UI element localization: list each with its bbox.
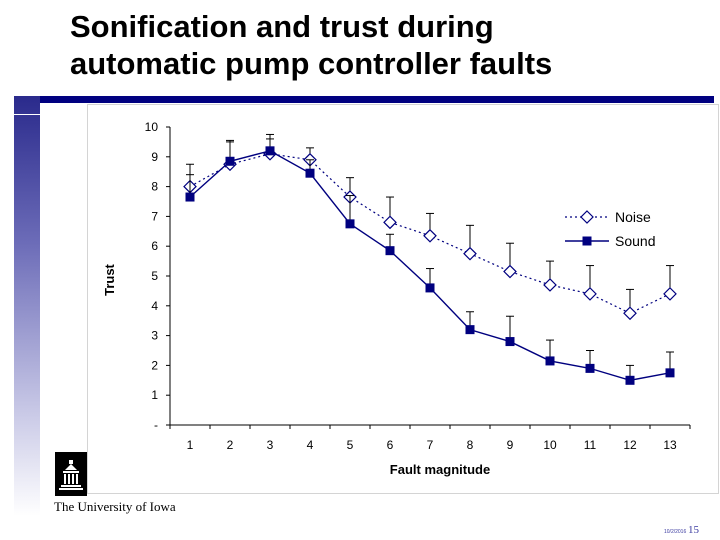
series-line-sound [189,150,671,382]
data-point-noise [423,228,437,243]
y-tick-label: 4 [151,299,158,313]
data-point-noise [543,278,557,292]
data-point-sound [305,168,315,178]
x-tick-label: 11 [584,438,597,452]
side-bar-divider [14,114,40,115]
x-tick-label: 10 [543,438,557,452]
data-point-sound [185,192,195,202]
data-point-noise [463,246,477,261]
data-point-sound [385,246,395,256]
data-point-noise [583,287,597,301]
y-tick-label: 5 [151,269,158,283]
x-tick-label: 8 [467,438,474,452]
slide-title-line-2: automatic pump controller faults [70,46,553,81]
x-tick-label: 5 [347,438,354,452]
data-point-sound [265,146,275,156]
side-gradient-bar [14,96,40,516]
data-point-sound [225,156,235,166]
data-point-sound [345,219,355,229]
data-point-sound [665,368,675,378]
legend-label-sound: Sound [615,233,655,249]
x-tick-label: 6 [387,438,394,452]
data-point-sound [585,363,595,373]
university-building-logo-icon [55,452,87,496]
legend-label-noise: Noise [615,209,651,225]
title-rule [14,96,714,103]
x-axis-label: Fault magnitude [390,462,490,477]
x-tick-label: 2 [227,438,234,452]
slide-date: 10/2/2016 [664,529,687,535]
slide-title: Sonification and trust during automatic … [70,8,710,82]
chart-panel: -1 2 3 4 5 6 7 8 9 10 1 2 3 4 5 6 7 8 9 10 11 12 13 Fault magni… [87,104,719,494]
y-tick-label: 1 [151,388,158,402]
y-tick-label: 3 [151,329,158,343]
y-tick-label: - [154,418,158,432]
data-point-sound [425,283,435,293]
x-tick-label: 7 [427,438,434,452]
legend-marker-sound [582,236,592,246]
data-point-noise [383,215,397,230]
y-tick-label: 8 [151,180,158,194]
data-point-sound [465,325,475,335]
x-tick-label: 12 [623,438,637,452]
x-tick-label: 13 [663,438,677,452]
data-point-noise [503,264,517,279]
data-point-noise [663,287,677,301]
page-number: 15 [688,524,699,536]
data-point-noise [623,306,637,321]
y-axis-label: Trust [102,263,117,295]
x-tick-label: 1 [187,438,194,452]
data-point-sound [545,356,555,366]
x-tick-label: 4 [307,438,314,452]
data-point-sound [505,337,515,347]
y-tick-label: 10 [145,120,159,134]
y-tick-label: 2 [151,358,158,372]
slide-title-line-1: Sonification and trust during [70,9,494,44]
y-tick-label: 6 [151,239,158,253]
data-point-sound [625,375,635,385]
x-tick-label: 9 [507,438,514,452]
university-logo [55,452,87,496]
y-tick-label: 7 [151,209,158,223]
university-name: The University of Iowa [54,499,176,514]
legend-marker-noise [580,210,594,224]
x-tick-label: 3 [267,438,274,452]
y-tick-label: 9 [151,150,158,164]
